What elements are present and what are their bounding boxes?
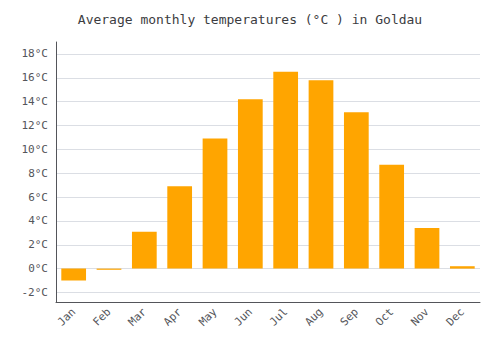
svg-text:Nov: Nov <box>408 305 431 328</box>
svg-text:-2°C: -2°C <box>22 286 49 299</box>
svg-text:Jan: Jan <box>55 305 78 328</box>
svg-text:Jun: Jun <box>232 305 255 328</box>
svg-text:Jul: Jul <box>267 305 290 328</box>
svg-text:Apr: Apr <box>161 305 184 328</box>
svg-text:0°C: 0°C <box>28 262 48 275</box>
svg-text:Dec: Dec <box>444 305 467 328</box>
svg-text:2°C: 2°C <box>28 238 48 251</box>
svg-text:Feb: Feb <box>90 305 113 328</box>
svg-text:16°C: 16°C <box>22 71 49 84</box>
svg-text:Average monthly temperatures (: Average monthly temperatures (°C ) in Go… <box>78 12 422 27</box>
svg-text:Aug: Aug <box>302 305 325 328</box>
svg-text:May: May <box>196 305 219 328</box>
svg-text:6°C: 6°C <box>28 191 48 204</box>
svg-text:Mar: Mar <box>126 305 149 328</box>
svg-text:18°C: 18°C <box>22 47 49 60</box>
svg-text:Oct: Oct <box>373 305 396 328</box>
svg-text:10°C: 10°C <box>22 143 49 156</box>
svg-text:Sep: Sep <box>338 305 361 328</box>
svg-text:8°C: 8°C <box>28 167 48 180</box>
svg-text:12°C: 12°C <box>22 119 49 132</box>
svg-text:4°C: 4°C <box>28 214 48 227</box>
svg-text:14°C: 14°C <box>22 95 49 108</box>
